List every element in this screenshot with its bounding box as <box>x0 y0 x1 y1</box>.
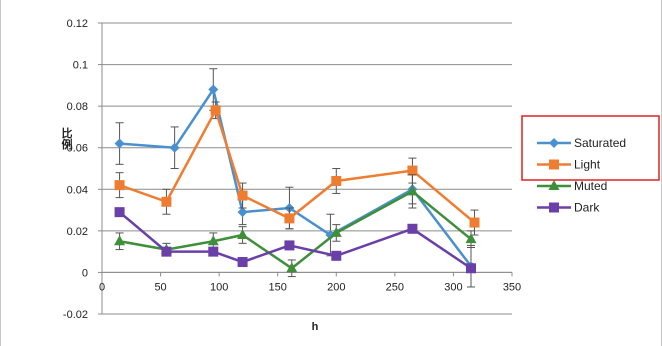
series-light <box>114 101 480 236</box>
data-point <box>114 235 126 246</box>
data-point <box>330 226 342 237</box>
data-point <box>161 196 172 207</box>
y-tick-label: -0.02 <box>63 309 88 321</box>
x-tick-label: 350 <box>503 281 521 293</box>
legend-marker <box>549 138 559 148</box>
data-point <box>114 207 125 218</box>
data-point <box>407 165 418 176</box>
data-point <box>208 84 219 95</box>
legend-item-saturated: Saturated <box>537 136 626 150</box>
x-tick-label: 150 <box>269 281 287 293</box>
series-muted <box>114 174 477 278</box>
legend: Saturated Light Muted Dark <box>521 115 660 215</box>
y-tick-label: 0.1 <box>73 60 88 72</box>
y-tick-label: 0.02 <box>67 226 88 238</box>
legend-item-light: Light <box>537 158 601 172</box>
series-dark <box>114 207 476 274</box>
data-point <box>469 217 480 228</box>
series-line <box>119 86 472 267</box>
data-point <box>465 233 477 244</box>
data-point <box>114 138 125 149</box>
data-point <box>325 230 336 241</box>
data-point <box>331 175 342 186</box>
data-point <box>406 185 418 196</box>
legend-highlight-box <box>521 115 660 181</box>
data-point <box>169 142 180 153</box>
data-point <box>237 190 248 201</box>
data-point <box>284 213 295 224</box>
legend-marker <box>549 202 559 213</box>
data-point <box>208 246 219 257</box>
legend-item-muted: Muted <box>537 179 607 193</box>
y-tick-label: 0.06 <box>67 143 88 155</box>
x-tick-label: 50 <box>154 281 166 293</box>
legend-label: Light <box>574 158 601 172</box>
data-point <box>407 223 418 234</box>
legend-label: Dark <box>574 201 600 215</box>
gridlines <box>102 22 512 315</box>
data-point <box>331 250 342 261</box>
x-tick-label: 200 <box>327 281 345 293</box>
y-tick-label: 0.08 <box>67 101 88 113</box>
series-line <box>119 107 476 224</box>
axes <box>98 22 513 315</box>
legend-item-dark: Dark <box>537 201 600 215</box>
legend-marker <box>549 159 559 170</box>
x-tick-label: 100 <box>210 281 228 293</box>
x-tick-label: 250 <box>386 281 404 293</box>
data-point <box>207 235 219 246</box>
data-point <box>114 180 125 191</box>
data-point <box>237 257 248 268</box>
series-group <box>114 68 480 288</box>
y-axis-title: 比例 <box>60 126 73 150</box>
data-point <box>284 240 295 251</box>
data-point <box>466 263 476 274</box>
x-axis-title: h <box>312 321 319 333</box>
data-point <box>286 262 298 273</box>
y-tick-labels: -0.02 0 0.02 0.04 0.06 0.08 0.1 0.12 <box>63 18 88 321</box>
x-tick-label: 300 <box>444 281 462 293</box>
x-tick-labels: 0 50 100 150 200 250 300 350 <box>99 281 521 293</box>
legend-label: Saturated <box>574 136 626 150</box>
data-point <box>161 246 172 257</box>
data-point <box>237 229 249 240</box>
data-point <box>210 105 221 116</box>
series-line <box>119 189 472 270</box>
x-tick-label: 0 <box>99 281 105 293</box>
legend-marker <box>548 180 560 190</box>
legend-label: Muted <box>574 179 607 193</box>
series-line <box>118 211 472 270</box>
data-point <box>237 207 248 218</box>
y-tick-label: 0.12 <box>67 18 88 30</box>
y-tick-label: 0 <box>82 267 88 279</box>
y-tick-label: 0.04 <box>67 184 88 196</box>
